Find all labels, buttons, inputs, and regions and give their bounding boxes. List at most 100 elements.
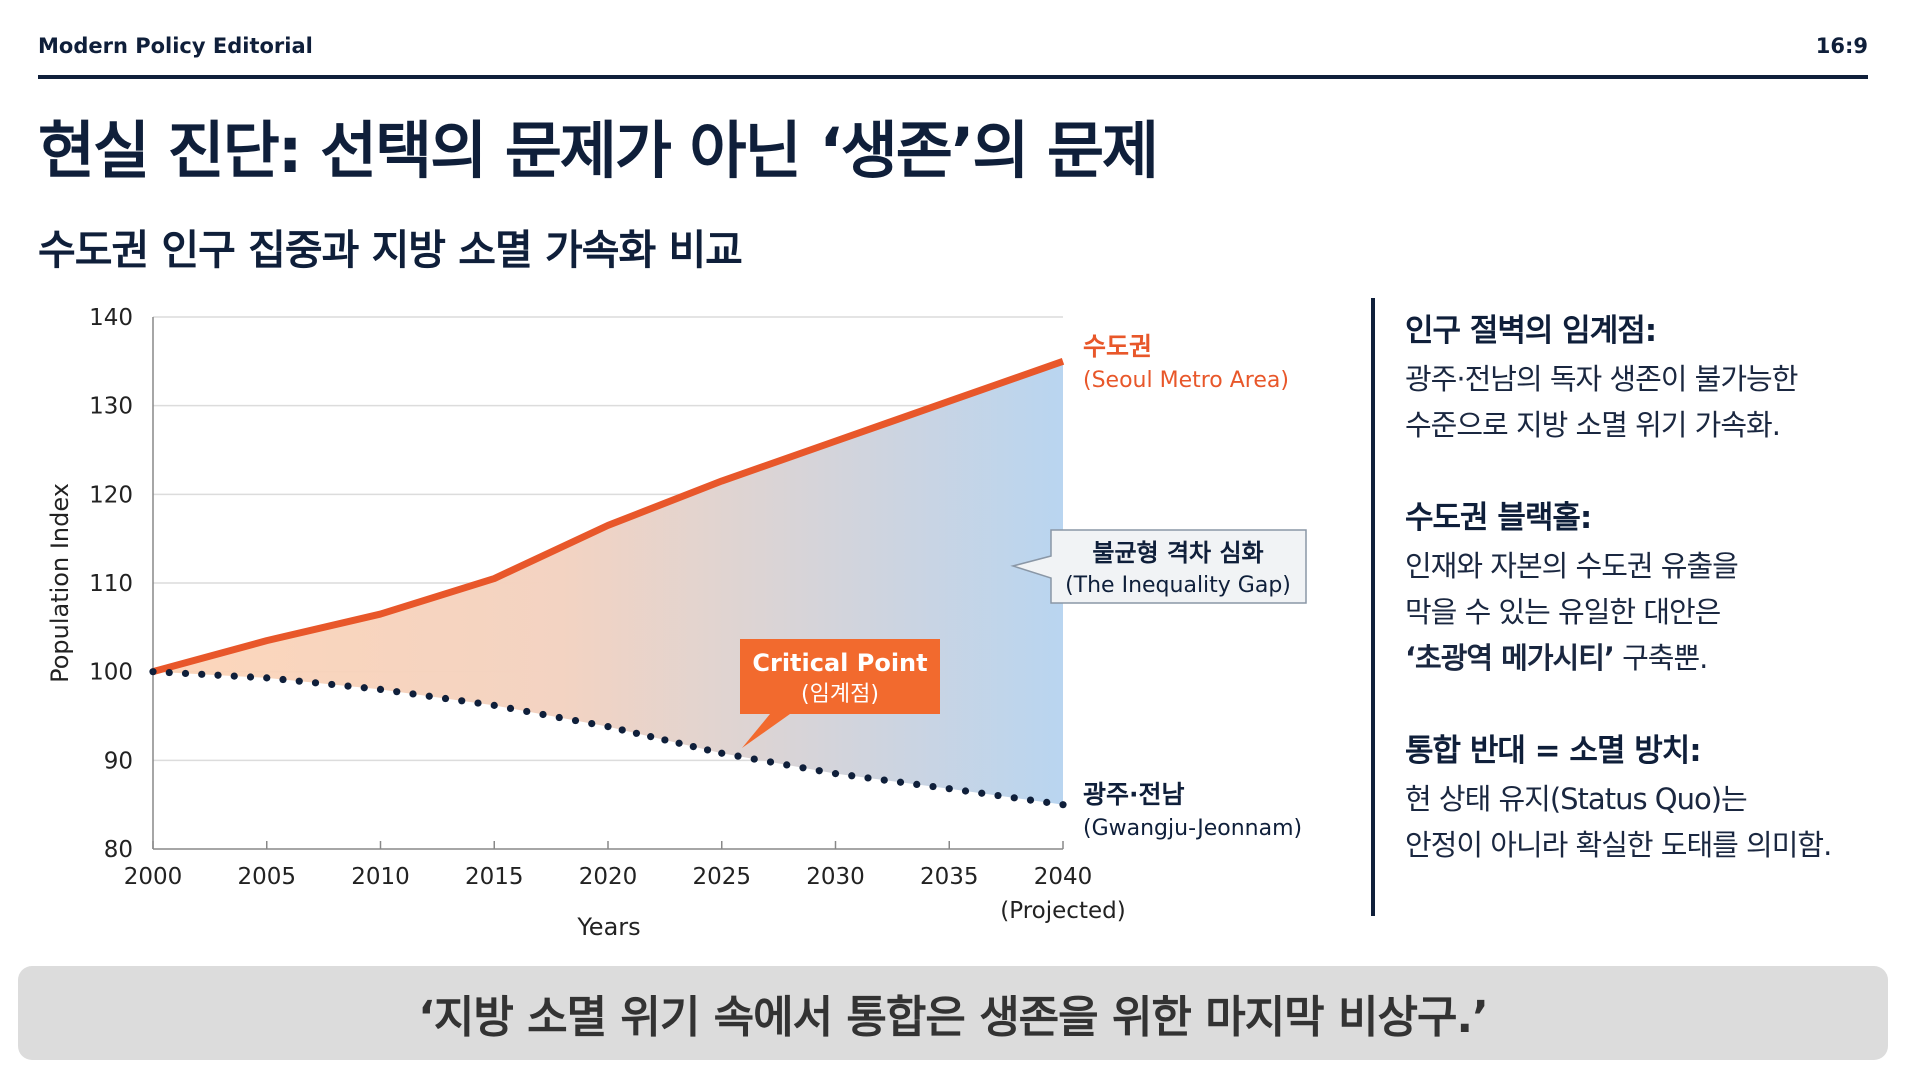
x-tick-label: 2025 bbox=[692, 864, 751, 890]
gwangju-data-dot bbox=[1059, 801, 1067, 809]
gwangju-data-dot bbox=[961, 787, 970, 795]
gwangju-series-label: 광주·전남 bbox=[1083, 780, 1185, 809]
seoul-series-label: 수도권 bbox=[1083, 332, 1152, 361]
gwangju-data-dot bbox=[490, 701, 498, 709]
y-tick-label: 90 bbox=[104, 748, 133, 774]
aspect-ratio-label: 16:9 bbox=[1815, 34, 1868, 58]
note-line: 막을 수 있는 유일한 대안은 bbox=[1405, 595, 1721, 629]
gwangju-data-dot bbox=[689, 742, 697, 751]
gwangju-data-dot bbox=[929, 782, 937, 791]
note-line: ‘초광역 메가시티’ 구축뿐. bbox=[1405, 635, 1905, 681]
x-tick-label: 2020 bbox=[579, 864, 638, 890]
critical-point-label: Critical Point bbox=[752, 649, 927, 677]
gwangju-data-dot bbox=[734, 752, 742, 760]
gwangju-data-dot bbox=[750, 755, 758, 763]
gwangju-data-dot bbox=[360, 684, 368, 692]
gwangju-data-dot bbox=[181, 669, 190, 678]
gwangju-data-dot bbox=[165, 668, 173, 677]
gwangju-data-dot bbox=[618, 726, 626, 734]
note-line: 안정이 아니라 확실한 도태를 의미함. bbox=[1405, 828, 1832, 862]
gwangju-data-dot bbox=[945, 785, 953, 793]
gwangju-data-dot bbox=[198, 670, 206, 678]
y-axis-title: Population Index bbox=[46, 483, 74, 683]
gwangju-data-dot bbox=[214, 671, 222, 679]
gwangju-data-dot bbox=[1043, 798, 1051, 806]
y-tick-label: 140 bbox=[89, 305, 133, 331]
gwangju-data-dot bbox=[604, 723, 612, 731]
y-tick-label: 100 bbox=[89, 660, 133, 686]
gwangju-data-dot bbox=[799, 764, 807, 772]
notes-divider bbox=[1371, 298, 1375, 916]
gwangju-data-dot bbox=[523, 707, 531, 716]
gwangju-data-dot bbox=[555, 713, 563, 722]
gwangju-data-dot bbox=[994, 791, 1002, 800]
megacity-emphasis: ‘초광역 메가시티’ bbox=[1405, 641, 1615, 675]
y-tick-label: 120 bbox=[89, 482, 133, 508]
gwangju-data-dot bbox=[393, 688, 401, 696]
y-tick-label: 130 bbox=[89, 394, 133, 420]
gwangju-data-dot bbox=[246, 673, 255, 681]
gwangju-data-dot bbox=[425, 692, 433, 700]
x-tick-label: 2040 bbox=[1034, 864, 1093, 890]
gwangju-data-dot bbox=[896, 778, 905, 786]
gwangju-data-dot bbox=[718, 749, 726, 757]
population-chart: 80 90 100 110 120 130 140 2000 2005 2010 2015 2020 2… bbox=[46, 305, 1307, 941]
gap-label-ko: 불균형 격차 심화 bbox=[1092, 539, 1263, 567]
gwangju-data-dot bbox=[539, 710, 547, 719]
note-black-hole: 수도권 블랙홀: 인재와 자본의 수도권 유출을 막을 수 있는 유일한 대안은… bbox=[1405, 492, 1905, 681]
x-tick-label: 2000 bbox=[124, 864, 183, 890]
header-rule bbox=[38, 75, 1868, 79]
gwangju-data-dot bbox=[344, 682, 352, 690]
gwangju-data-dot bbox=[675, 739, 683, 747]
gwangju-data-dot bbox=[815, 767, 823, 775]
gwangju-data-dot bbox=[506, 704, 515, 713]
brand-label: Modern Policy Editorial bbox=[38, 34, 313, 58]
x-tick-label: 2010 bbox=[351, 864, 410, 890]
chart-subtitle: 수도권 인구 집중과 지방 소멸 가속화 비교 bbox=[38, 226, 743, 274]
note-line: 수준으로 지방 소멸 위기 가속화. bbox=[1405, 408, 1781, 442]
gwangju-data-dot bbox=[661, 736, 669, 744]
note-population-cliff: 인구 절벽의 임계점: 광주·전남의 독자 생존이 불가능한 수준으로 지방 소… bbox=[1405, 305, 1905, 448]
critical-point-label-ko: (임계점) bbox=[801, 682, 879, 707]
gwangju-data-dot bbox=[783, 761, 791, 769]
notes-panel: 인구 절벽의 임계점: 광주·전남의 독자 생존이 불가능한 수준으로 지방 소… bbox=[1405, 305, 1905, 912]
gwangju-data-dot bbox=[441, 694, 450, 703]
x-tick-label: 2005 bbox=[237, 864, 296, 890]
note-title: 수도권 블랙홀: bbox=[1405, 500, 1592, 536]
gwangju-data-dot bbox=[978, 789, 986, 797]
gwangju-data-dot bbox=[571, 716, 580, 725]
gwangju-data-dot bbox=[848, 772, 856, 780]
gwangju-data-dot bbox=[376, 685, 385, 694]
gwangju-data-dot bbox=[1026, 796, 1035, 804]
gwangju-data-dot bbox=[149, 668, 157, 676]
gwangju-data-dot bbox=[766, 758, 775, 766]
gwangju-series-label-en: (Gwangju-Jeonnam) bbox=[1083, 816, 1302, 841]
gwangju-data-dot bbox=[458, 697, 466, 705]
inequality-gap-callout: 불균형 격차 심화 (The Inequality Gap) bbox=[1010, 529, 1307, 604]
gwangju-data-dot bbox=[647, 733, 655, 741]
gap-label-en: (The Inequality Gap) bbox=[1065, 573, 1291, 598]
quote-banner: ‘지방 소멸 위기 속에서 통합은 생존을 위한 마지막 비상구.’ bbox=[18, 966, 1888, 1060]
x-tick-label: 2015 bbox=[465, 864, 524, 890]
x-axis-title: Years bbox=[576, 913, 640, 941]
gwangju-data-dot bbox=[864, 774, 872, 782]
note-line: 인재와 자본의 수도권 유출을 bbox=[1405, 549, 1739, 583]
gwangju-data-dot bbox=[295, 677, 303, 685]
gwangju-data-dot bbox=[703, 746, 712, 754]
note-line: 광주·전남의 독자 생존이 불가능한 bbox=[1405, 362, 1798, 396]
seoul-series-label-en: (Seoul Metro Area) bbox=[1083, 368, 1289, 393]
y-tick-label: 80 bbox=[104, 837, 133, 863]
note-title: 통합 반대 = 소멸 방치: bbox=[1405, 733, 1702, 769]
x-projected-note: (Projected) bbox=[1000, 898, 1125, 924]
x-tick-label: 2035 bbox=[920, 864, 979, 890]
x-tick-label: 2030 bbox=[806, 864, 865, 890]
note-tail: 구축뿐. bbox=[1613, 641, 1708, 675]
gwangju-data-dot bbox=[632, 729, 641, 737]
note-line: 현 상태 유지(Status Quo)는 bbox=[1405, 782, 1748, 816]
gwangju-data-dot bbox=[263, 674, 271, 682]
gwangju-data-dot bbox=[279, 675, 287, 684]
note-title: 인구 절벽의 임계점: bbox=[1405, 313, 1657, 349]
seoul-metro-line bbox=[152, 358, 1065, 676]
gwangju-data-dot bbox=[880, 776, 888, 784]
gwangju-data-dot bbox=[311, 679, 320, 687]
